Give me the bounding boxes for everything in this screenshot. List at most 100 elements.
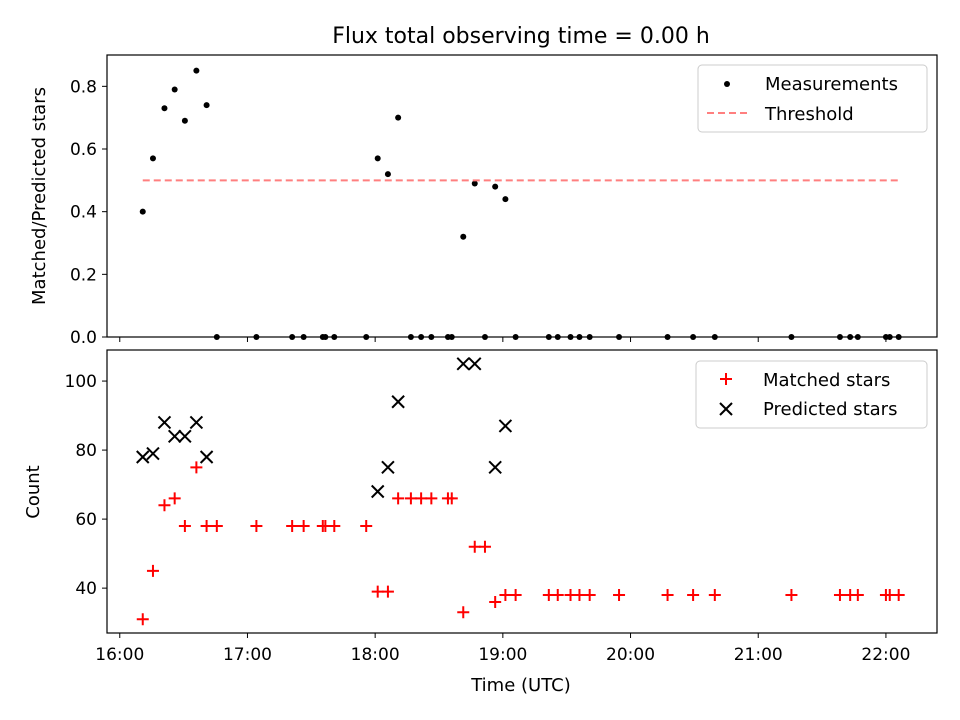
measurement-point	[193, 67, 200, 74]
measurement-point	[181, 117, 188, 124]
x-tick-label: 16:00	[95, 645, 144, 665]
predicted-stars-point	[199, 450, 214, 464]
predicted-stars-point	[381, 460, 395, 475]
matched-stars-point	[478, 540, 491, 553]
matched-stars-point	[158, 499, 171, 512]
predicted-stars-point	[371, 484, 385, 499]
matched-stars-point	[190, 461, 203, 474]
measurement-point	[161, 105, 168, 112]
y-tick-label: 100	[65, 372, 97, 392]
y-tick-label: 0.2	[70, 265, 97, 285]
x-tick-label: 20:00	[606, 645, 655, 665]
measurement-point	[460, 233, 467, 240]
matched-stars-point	[687, 589, 700, 602]
matched-stars-point	[551, 589, 564, 602]
x-tick-label: 21:00	[734, 645, 783, 665]
x-tick-label: 19:00	[478, 645, 527, 665]
ratio-y-axis-label: Matched/Predicted stars	[29, 87, 50, 305]
predicted-stars-point	[391, 395, 405, 409]
matched-stars-point	[381, 585, 394, 598]
predicted-stars-point	[468, 357, 482, 371]
matched-stars-point	[286, 520, 299, 533]
legend-swatch-predicted-stars	[719, 402, 733, 416]
predicted-stars-point	[157, 415, 172, 430]
matched-stars-point	[178, 520, 191, 533]
y-tick-label: 0.8	[70, 77, 97, 97]
ratio-panel: 0.00.20.40.60.8 Matched/Predicted stars …	[29, 54, 938, 348]
predicted-stars-point	[189, 415, 204, 430]
matched-stars-point	[360, 520, 373, 533]
legend-label-predicted-stars: Predicted stars	[763, 399, 897, 420]
count-axis-ticks: 16:00 17:00 18:00 19:00 20:00 21:00 22:00 40 60 8…	[65, 372, 911, 665]
matched-stars-point	[210, 520, 223, 533]
predicted-stars-point	[498, 419, 513, 433]
matched-stars-point	[168, 492, 181, 505]
y-tick-label: 80	[75, 441, 97, 461]
matched-stars-point	[708, 589, 721, 602]
x-axis-label: Time (UTC)	[470, 675, 571, 696]
matched-stars-point	[892, 589, 905, 602]
matched-stars-point	[489, 595, 502, 608]
predicted-stars-point	[136, 450, 150, 464]
count-plot-frame	[106, 349, 938, 634]
ratio-legend: Measurements Threshold	[697, 64, 928, 133]
matched-stars-point	[833, 589, 846, 602]
count-panel: 16:00 17:00 18:00 19:00 20:00 21:00 22:00 40 60 8…	[23, 349, 938, 696]
matched-stars-point	[297, 520, 310, 533]
matched-stars-point	[146, 564, 159, 577]
legend-label-threshold: Threshold	[764, 104, 854, 125]
matched-stars-point	[371, 585, 384, 598]
matched-stars-point	[583, 589, 596, 602]
matched-stars-point	[392, 492, 405, 505]
matched-stars-point	[200, 520, 213, 533]
measurement-point	[203, 102, 210, 109]
matched-stars-point	[613, 589, 626, 602]
measurement-point	[502, 196, 509, 203]
measurement-point	[395, 114, 402, 121]
matched-stars-point	[445, 492, 458, 505]
measurement-point	[471, 180, 478, 187]
measurement-point	[492, 183, 499, 190]
count-legend: Matched stars Predicted stars	[695, 360, 928, 429]
measurement-point	[139, 208, 146, 215]
ratio-axis-ticks: 0.0 0.2 0.4 0.6 0.8	[70, 77, 887, 348]
matched-stars-point	[328, 520, 341, 533]
y-tick-label: 0.6	[70, 140, 97, 160]
predicted-stars-point	[167, 429, 182, 443]
matched-stars-point	[457, 606, 470, 619]
measurement-point	[149, 155, 156, 162]
matched-stars-point	[573, 589, 586, 602]
matched-stars-point	[250, 520, 263, 533]
legend-swatch-matched-stars	[720, 373, 732, 385]
matched-stars-point	[415, 492, 428, 505]
matched-stars-point	[136, 613, 149, 626]
matched-stars-point	[499, 589, 512, 602]
ratio-plot-frame	[106, 54, 938, 338]
measurement-point	[374, 155, 381, 162]
y-tick-label: 0.4	[70, 203, 97, 223]
predicted-stars-point	[456, 357, 470, 371]
matched-stars-point	[425, 492, 438, 505]
matched-stars-point	[404, 492, 417, 505]
ratio-legend-box	[697, 64, 928, 133]
measurement-point	[384, 171, 391, 178]
matched-stars-point	[509, 589, 522, 602]
matched-stars-point	[661, 589, 674, 602]
legend-label-measurements: Measurements	[765, 74, 898, 95]
y-tick-label: 40	[75, 579, 97, 599]
x-tick-label: 18:00	[351, 645, 400, 665]
predicted-stars-point	[488, 460, 502, 475]
y-tick-label: 60	[75, 510, 97, 530]
y-tick-label: 0.0	[70, 328, 97, 348]
count-marks	[136, 357, 905, 626]
x-tick-label: 17:00	[223, 645, 272, 665]
matched-stars-point	[851, 589, 864, 602]
count-y-axis-label: Count	[23, 465, 44, 518]
figure-title: Flux total observing time = 0.00 h	[332, 24, 710, 49]
legend-label-matched-stars: Matched stars	[763, 370, 890, 391]
predicted-stars-point	[146, 446, 160, 461]
measurement-point	[171, 86, 178, 93]
x-tick-label: 22:00	[861, 645, 910, 665]
count-legend-box	[695, 360, 928, 429]
